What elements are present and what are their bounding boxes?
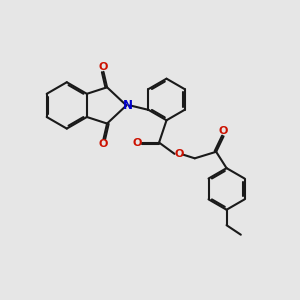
Text: N: N: [123, 99, 133, 112]
Text: O: O: [219, 126, 228, 136]
Text: O: O: [175, 149, 184, 159]
Text: O: O: [99, 62, 108, 72]
Text: O: O: [132, 138, 142, 148]
Text: O: O: [99, 139, 108, 149]
